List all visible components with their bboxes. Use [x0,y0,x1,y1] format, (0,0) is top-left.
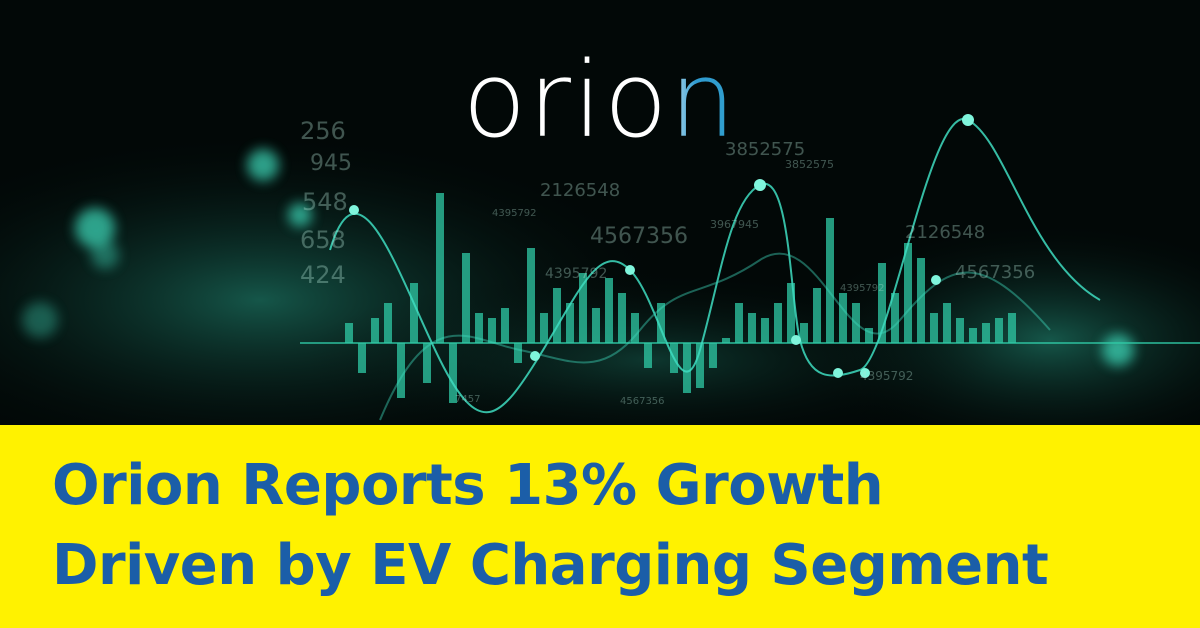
decor-bar [826,218,834,343]
decor-bar [696,343,704,388]
decor-bar [917,258,925,343]
decor-bar [397,343,405,398]
background-figure: 424 [300,261,346,289]
decor-bar [709,343,717,368]
decor-bar [566,303,574,343]
decor-bar [1008,313,1016,343]
background-figure: 658 [300,226,346,254]
background-figure: 2126548 [540,180,620,201]
decor-bar [943,303,951,343]
decor-bar [891,293,899,343]
decor-bar [631,313,639,343]
background-figure: 7457 [455,394,480,405]
decor-bar [644,343,652,368]
decor-bar [852,303,860,343]
decor-bar [345,323,353,343]
decor-bar [579,273,587,343]
decor-bar [813,288,821,343]
decor-bar [475,313,483,343]
decor-bar [683,343,691,393]
decor-bar [982,323,990,343]
decor-bar [449,343,457,403]
decor-bar [904,243,912,343]
decor-bar [930,313,938,343]
decor-bar [878,263,886,343]
decor-bar [436,193,444,343]
background-figure: 4395792 [840,283,885,294]
decor-bar [787,283,795,343]
decor-bar [761,318,769,343]
decor-bar [748,313,756,343]
decor-bar [553,288,561,343]
headline-line: Driven by EV Charging Segment [52,533,1049,598]
decor-bar [384,303,392,343]
decor-bar [956,318,964,343]
background-figure: 4567356 [620,396,665,407]
decor-bar [969,328,977,343]
decor-bar [735,303,743,343]
decor-bar [410,283,418,343]
decor-bar [358,343,366,373]
background-figure: 256 [300,117,346,145]
logo-text: orion [0,48,1200,152]
background-figure: 4567356 [955,262,1035,283]
background-figure: 945 [310,151,352,176]
headline-band: Orion Reports 13% Growth Driven by EV Ch… [0,425,1200,628]
decor-bar [800,323,808,343]
background-figure: 3967945 [710,218,759,231]
decor-bar [995,318,1003,343]
decor-bar [618,293,626,343]
background-art: 3852575385257521265484395792456735639679… [0,114,1200,425]
decor-bar [462,253,470,343]
decor-bar [605,278,613,343]
decor-bar [371,318,379,343]
background-figure: 4567356 [590,224,688,249]
decor-bar [488,318,496,343]
decor-bar [527,248,535,343]
headline-line: Orion Reports 13% Growth [52,453,884,518]
background-figure: 4395792 [860,369,913,383]
decor-bar [501,308,509,343]
background-figure: 2126548 [905,222,985,243]
decor-bar [657,303,665,343]
background-figure: 548 [302,188,348,216]
background-figure: 3852575 [725,139,805,160]
decor-bar [774,303,782,343]
decor-bar [592,308,600,343]
decor-bar [839,293,847,343]
decor-bar [514,343,522,363]
decor-bar [540,313,548,343]
background-figure: 3852575 [785,158,834,171]
background-figure: 4395792 [492,208,537,219]
decor-bar [865,328,873,343]
decor-bar [722,338,730,343]
decor-bar [423,343,431,383]
background-figure: 4395792 [545,266,607,282]
